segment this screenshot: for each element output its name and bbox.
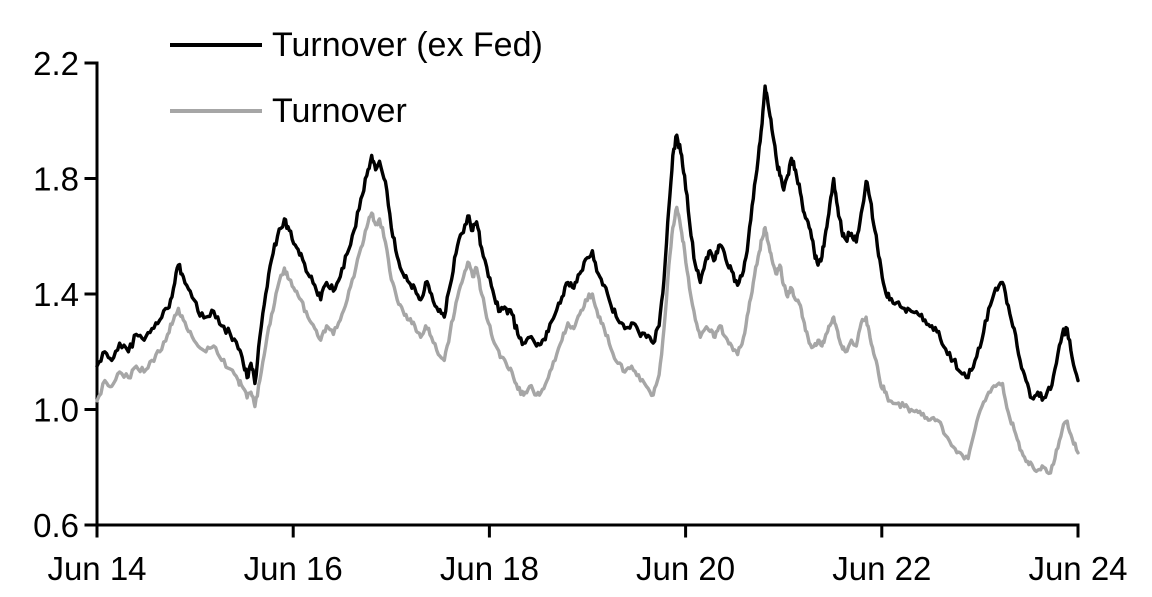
x-tick-label: Jun 20 bbox=[636, 550, 735, 587]
x-tick-label: Jun 18 bbox=[440, 550, 539, 587]
legend-item-turnover: Turnover bbox=[170, 78, 543, 144]
legend: Turnover (ex Fed) Turnover bbox=[170, 12, 543, 144]
legend-label-turnover: Turnover bbox=[272, 92, 407, 130]
legend-line-sample-black bbox=[170, 43, 262, 47]
legend-line-sample-gray bbox=[170, 109, 262, 113]
x-tick-label: Jun 16 bbox=[244, 550, 343, 587]
y-tick-label: 1.0 bbox=[33, 392, 79, 429]
y-tick-label: 1.4 bbox=[33, 276, 79, 313]
x-tick-label: Jun 14 bbox=[47, 550, 146, 587]
x-tick-label: Jun 24 bbox=[1028, 550, 1127, 587]
y-tick-label: 1.8 bbox=[33, 161, 79, 198]
series-path-turnover bbox=[95, 205, 1080, 476]
y-tick-label: 0.6 bbox=[33, 507, 79, 544]
legend-item-turnover-ex-fed: Turnover (ex Fed) bbox=[170, 12, 543, 78]
y-tick-label: 2.2 bbox=[33, 45, 79, 82]
series-path-turnover-ex-fed bbox=[95, 84, 1080, 402]
legend-label-turnover-ex-fed: Turnover (ex Fed) bbox=[272, 26, 543, 64]
x-tick-label: Jun 22 bbox=[832, 550, 931, 587]
